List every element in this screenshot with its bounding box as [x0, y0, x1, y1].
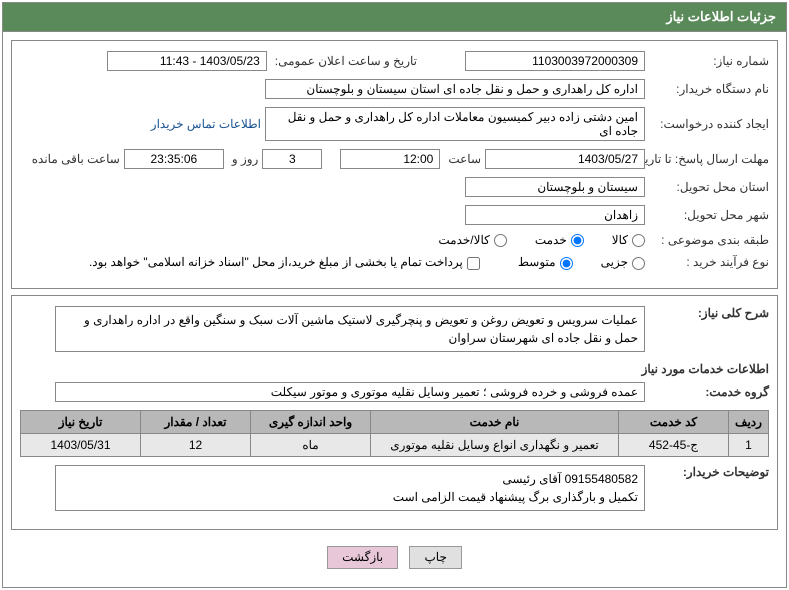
time-label: ساعت: [444, 152, 481, 166]
radio-kala-khadamat-text: کالا/خدمت: [438, 233, 489, 247]
radio-khadamat-label[interactable]: خدمت: [535, 233, 584, 247]
td-date: 1403/05/31: [21, 433, 141, 456]
table-header-row: ردیف کد خدمت نام خدمت واحد اندازه گیری ت…: [21, 410, 769, 433]
row-desc: شرح کلی نیاز: عملیات سرویس و تعویض روغن …: [20, 306, 769, 352]
row-need-no: شماره نیاز: 1103003972000309 تاریخ و ساع…: [20, 51, 769, 71]
radio-motavaset[interactable]: [560, 257, 573, 270]
city-field: زاهدان: [465, 205, 645, 225]
row-deadline: مهلت ارسال پاسخ: تا تاریخ: 1403/05/27 سا…: [20, 149, 769, 169]
buyer-note-label: توضیحات خریدار:: [649, 465, 769, 479]
radio-kala[interactable]: [632, 234, 645, 247]
radio-kala-khadamat-label[interactable]: کالا/خدمت: [438, 233, 506, 247]
radio-jozi[interactable]: [632, 257, 645, 270]
desc-field: عملیات سرویس و تعویض روغن و تعویض و پنچر…: [55, 306, 645, 352]
need-no-field: 1103003972000309: [465, 51, 645, 71]
process-label: نوع فرآیند خرید :: [649, 255, 769, 269]
row-group: گروه خدمت: عمده فروشی و خرده فروشی ؛ تعم…: [20, 382, 769, 402]
panel-title: جزئیات اطلاعات نیاز: [2, 2, 787, 32]
row-province: استان محل تحویل: سیستان و بلوچستان: [20, 177, 769, 197]
th-name: نام خدمت: [371, 410, 619, 433]
buyer-org-field: اداره کل راهداری و حمل و نقل جاده ای است…: [265, 79, 645, 99]
buyer-org-label: نام دستگاه خریدار:: [649, 82, 769, 96]
radio-jozi-text: جزیی: [601, 255, 628, 269]
panel-title-text: جزئیات اطلاعات نیاز: [666, 9, 776, 24]
radio-khadamat-text: خدمت: [535, 233, 567, 247]
announce-field: 1403/05/23 - 11:43: [107, 51, 267, 71]
row-buyer-note: توضیحات خریدار: 09155480582 آقای رئیسی ت…: [20, 465, 769, 511]
radio-khadamat[interactable]: [571, 234, 584, 247]
print-button[interactable]: چاپ: [409, 546, 461, 569]
row-subject-cat: طبقه بندی موضوعی : کالا خدمت کالا/خدمت: [20, 233, 769, 247]
service-table: ردیف کد خدمت نام خدمت واحد اندازه گیری ت…: [20, 410, 769, 457]
row-process: نوع فرآیند خرید : جزیی متوسط پرداخت تمام…: [20, 255, 769, 269]
panel-body: شماره نیاز: 1103003972000309 تاریخ و ساع…: [2, 32, 787, 588]
deadline-date-field: 1403/05/27: [485, 149, 645, 169]
radio-kala-text: کالا: [612, 233, 628, 247]
checkbox-treasury-label[interactable]: پرداخت تمام یا بخشی از مبلغ خرید،از محل …: [89, 255, 480, 269]
radio-motavaset-label[interactable]: متوسط: [518, 255, 573, 269]
remain-tail-label: ساعت باقی مانده: [28, 152, 120, 166]
row-city: شهر محل تحویل: زاهدان: [20, 205, 769, 225]
radio-motavaset-text: متوسط: [518, 255, 556, 269]
table-row: 1 ج-45-452 تعمیر و نگهداری انواع وسایل ن…: [21, 433, 769, 456]
remain-hms-field: 23:35:06: [124, 149, 224, 169]
radio-kala-khadamat[interactable]: [494, 234, 507, 247]
th-unit: واحد اندازه گیری: [251, 410, 371, 433]
deadline-label: مهلت ارسال پاسخ: تا تاریخ:: [649, 152, 769, 166]
td-name: تعمیر و نگهداری انواع وسایل نقلیه موتوری: [371, 433, 619, 456]
announce-label: تاریخ و ساعت اعلان عمومی:: [271, 54, 417, 68]
td-code: ج-45-452: [619, 433, 729, 456]
td-row: 1: [729, 433, 769, 456]
remain-days-field: 3: [262, 149, 322, 169]
radio-jozi-label[interactable]: جزیی: [601, 255, 645, 269]
td-unit: ماه: [251, 433, 371, 456]
need-no-label: شماره نیاز:: [649, 54, 769, 68]
row-buyer-org: نام دستگاه خریدار: اداره کل راهداری و حم…: [20, 79, 769, 99]
row-requester: ایجاد کننده درخواست: امین دشتی زاده دبیر…: [20, 107, 769, 141]
requester-label: ایجاد کننده درخواست:: [649, 117, 769, 131]
th-code: کد خدمت: [619, 410, 729, 433]
days-and-label: روز و: [228, 152, 259, 166]
buyer-contact-link[interactable]: اطلاعات تماس خریدار: [151, 117, 261, 131]
group-label: گروه خدمت:: [649, 385, 769, 399]
buyer-note-field: 09155480582 آقای رئیسی تکمیل و بارگذاری …: [55, 465, 645, 511]
desc-label: شرح کلی نیاز:: [649, 306, 769, 320]
back-button[interactable]: بازگشت: [327, 546, 398, 569]
info-box-2: شرح کلی نیاز: عملیات سرویس و تعویض روغن …: [11, 295, 778, 530]
th-row: ردیف: [729, 410, 769, 433]
button-bar: چاپ بازگشت: [11, 536, 778, 579]
td-qty: 12: [141, 433, 251, 456]
th-date: تاریخ نیاز: [21, 410, 141, 433]
treasury-text: پرداخت تمام یا بخشی از مبلغ خرید،از محل …: [89, 255, 463, 269]
deadline-time-field: 12:00: [340, 149, 440, 169]
province-field: سیستان و بلوچستان: [465, 177, 645, 197]
checkbox-treasury[interactable]: [467, 257, 480, 270]
requester-field: امین دشتی زاده دبیر کمیسیون معاملات ادار…: [265, 107, 645, 141]
province-label: استان محل تحویل:: [649, 180, 769, 194]
info-box-1: شماره نیاز: 1103003972000309 تاریخ و ساع…: [11, 40, 778, 289]
city-label: شهر محل تحویل:: [649, 208, 769, 222]
service-info-title: اطلاعات خدمات مورد نیاز: [20, 362, 769, 376]
radio-kala-label[interactable]: کالا: [612, 233, 645, 247]
th-qty: تعداد / مقدار: [141, 410, 251, 433]
subject-cat-label: طبقه بندی موضوعی :: [649, 233, 769, 247]
group-field: عمده فروشی و خرده فروشی ؛ تعمیر وسایل نق…: [55, 382, 645, 402]
